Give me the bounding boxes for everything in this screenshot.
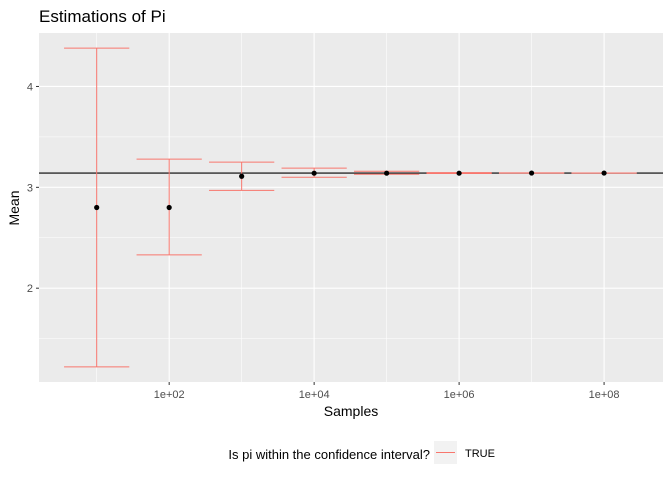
data-point	[239, 173, 245, 179]
chart-title: Estimations of Pi	[39, 7, 166, 26]
points	[94, 170, 607, 211]
data-point	[311, 170, 317, 176]
y-tick-label: 3	[27, 182, 33, 194]
legend-entry-true: TRUE	[465, 448, 495, 460]
x-axis-title: Samples	[324, 403, 378, 419]
plot-panel	[39, 33, 663, 382]
data-point	[601, 170, 607, 176]
legend-title: Is pi within the confidence interval?	[228, 447, 430, 462]
grid-lines	[39, 33, 663, 382]
data-point	[94, 204, 100, 211]
y-tick-label: 2	[27, 283, 33, 295]
x-tick-label: 1e+02	[154, 389, 185, 401]
data-point	[528, 170, 535, 176]
x-tick-label: 1e+08	[589, 389, 620, 401]
data-point	[456, 170, 462, 176]
legend: Is pi within the confidence interval? TR…	[228, 441, 495, 464]
x-axis: 1e+02 1e+04 1e+06 1e+08	[154, 382, 620, 401]
y-axis-title: Mean	[6, 190, 22, 225]
x-tick-label: 1e+06	[444, 389, 475, 401]
data-point	[166, 204, 172, 211]
y-axis: 2 3 4	[27, 81, 39, 295]
data-point	[384, 170, 390, 176]
x-tick-label: 1e+04	[299, 389, 330, 401]
y-tick-label: 4	[27, 81, 33, 93]
